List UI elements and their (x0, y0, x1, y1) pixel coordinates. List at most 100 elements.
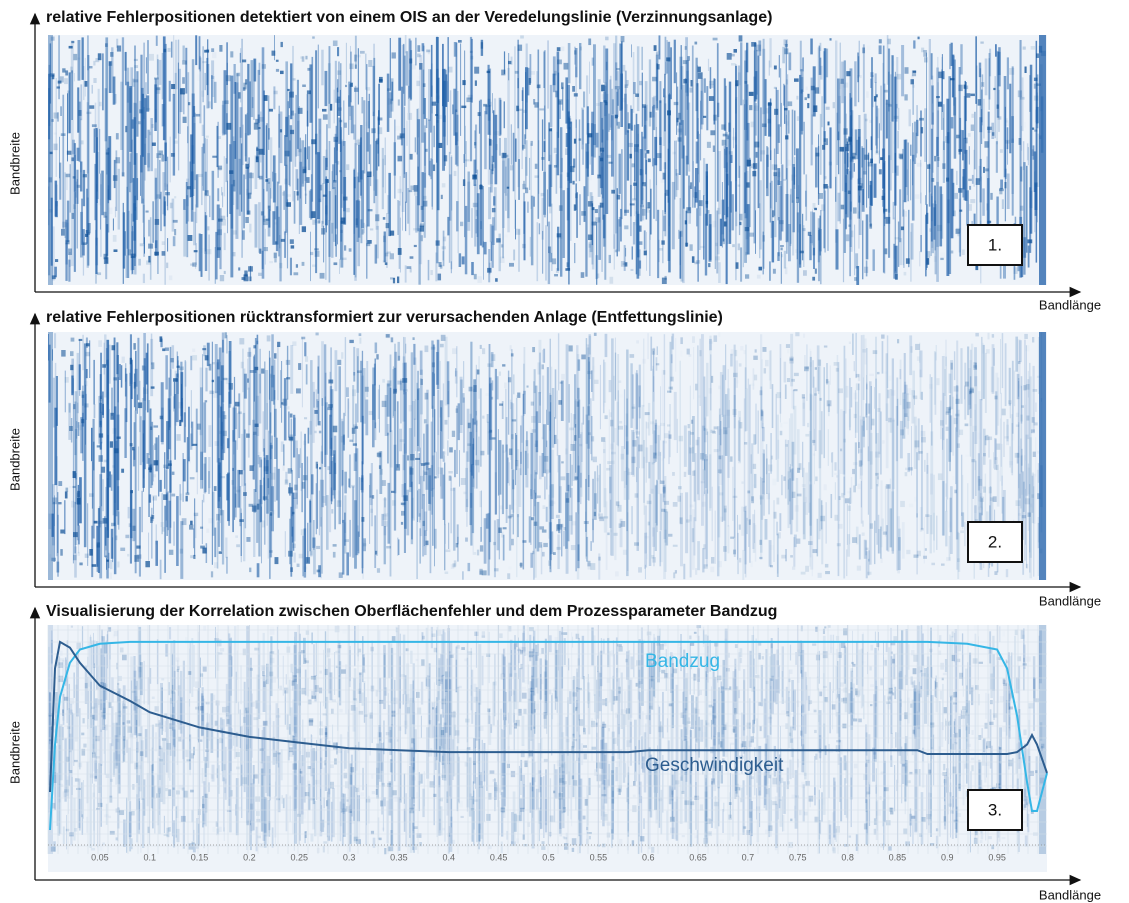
defect-spot (499, 372, 501, 376)
defect-spot (805, 497, 807, 503)
defect-spot (114, 249, 118, 252)
defect-texture (724, 509, 726, 562)
defect-spot (85, 81, 88, 87)
defect-spot (969, 204, 972, 211)
defect-spot (264, 95, 268, 101)
defect-spot (959, 210, 962, 212)
defect-spot (610, 420, 613, 427)
defect-spot (564, 527, 567, 530)
defect-spot (755, 349, 757, 352)
defect-texture (211, 75, 212, 109)
defect-spot (430, 270, 432, 275)
defect-spot (61, 350, 65, 357)
defect-spot (70, 365, 73, 370)
defect-texture (653, 158, 655, 219)
defect-texture (982, 188, 985, 215)
defect-spot (401, 522, 403, 525)
defect-texture (306, 364, 308, 384)
defect-texture (869, 206, 870, 222)
defect-spot (543, 505, 546, 509)
defect-spot (774, 165, 777, 170)
defect-texture (756, 639, 757, 674)
defect-spot (866, 548, 869, 551)
defect-texture (331, 461, 333, 502)
defect-spot (768, 103, 772, 106)
defect-spot (840, 147, 844, 152)
defect-texture (704, 78, 706, 92)
defect-texture (751, 454, 752, 473)
defect-spot (1009, 68, 1014, 75)
defect-spot (257, 504, 260, 510)
defect-texture (123, 820, 126, 848)
defect-spot (489, 430, 492, 433)
defect-spot (664, 501, 669, 505)
defect-texture (634, 125, 636, 181)
defect-texture (702, 548, 704, 572)
defect-spot (938, 102, 942, 107)
edge-band (48, 35, 53, 285)
defect-texture (870, 79, 872, 88)
defect-texture (885, 486, 887, 537)
defect-spot (152, 495, 157, 500)
defect-spot (686, 207, 691, 213)
defect-spot (110, 441, 113, 447)
defect-texture (448, 440, 449, 455)
defect-spot (508, 61, 511, 64)
defect-spot (646, 422, 649, 428)
defect-spot (968, 179, 972, 181)
defect-spot (659, 248, 663, 251)
defect-texture (151, 422, 153, 486)
defect-spot (965, 382, 969, 387)
defect-texture (387, 195, 389, 214)
defect-spot (454, 171, 457, 176)
defect-spot (771, 456, 773, 460)
defect-spot (992, 132, 994, 136)
defect-spot (304, 417, 307, 419)
defect-spot (393, 389, 397, 394)
defect-texture (614, 234, 615, 269)
defect-texture (880, 86, 881, 131)
defect-texture (645, 81, 648, 121)
defect-spot (253, 345, 256, 348)
defect-texture (874, 164, 877, 198)
defect-spot (530, 428, 533, 434)
defect-spot (298, 149, 301, 153)
defect-texture (655, 486, 657, 523)
defect-spot (179, 402, 184, 408)
defect-spot (646, 207, 650, 213)
defect-spot (564, 63, 569, 70)
defect-spot (754, 375, 757, 381)
defect-spot (270, 375, 273, 378)
defect-spot (1005, 120, 1009, 126)
defect-texture (466, 499, 468, 527)
defect-texture (769, 351, 771, 381)
defect-spot (674, 102, 679, 105)
defect-spot (221, 216, 225, 220)
defect-texture (794, 157, 795, 189)
defect-spot (523, 184, 526, 189)
defect-texture (716, 211, 718, 274)
defect-spot (895, 274, 898, 280)
defect-texture (226, 557, 228, 574)
defect-spot (396, 464, 400, 470)
defect-spot (940, 258, 943, 260)
defect-texture (522, 775, 525, 809)
defect-spot (1000, 149, 1003, 153)
defect-texture (559, 486, 562, 513)
defect-spot (762, 235, 765, 241)
defect-texture (313, 538, 316, 548)
defect-texture (402, 192, 403, 231)
defect-spot (575, 193, 578, 198)
defect-spot (531, 517, 534, 520)
defect-texture (996, 141, 998, 173)
defect-spot (731, 349, 734, 355)
defect-texture (159, 160, 160, 199)
defect-spot (701, 481, 705, 483)
defect-texture (195, 515, 196, 538)
defect-spot (1020, 415, 1023, 422)
defect-texture (597, 466, 598, 504)
defect-spot (784, 48, 788, 54)
defect-spot (783, 422, 788, 424)
defect-texture (644, 230, 646, 249)
defect-spot (997, 444, 1001, 450)
